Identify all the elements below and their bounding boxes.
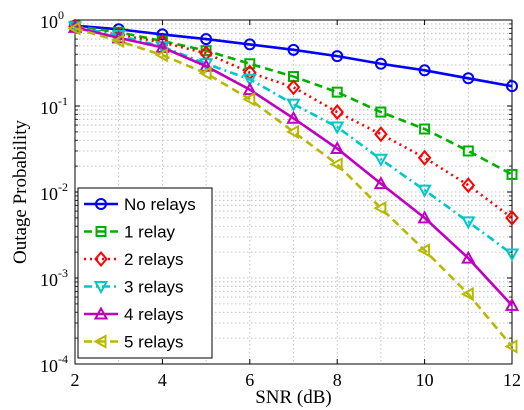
x-tick-label: 10 [416,370,434,390]
legend-marker [93,306,109,320]
legend: No relays 1 relay 2 relays 3 relays 4 relays… [77,187,213,359]
x-tick-label: 12 [503,370,521,390]
data-point [374,57,387,70]
y-tick-exponent: -1 [58,94,68,108]
y-tick-exponent: 0 [58,8,64,22]
data-point [506,168,518,180]
data-point [242,91,256,107]
data-point [504,248,520,262]
y-tick-base: 10 [40,98,58,118]
data-point [285,124,299,140]
data-point [154,47,168,63]
legend-item: 4 relays [84,305,184,324]
data-point [373,176,389,190]
legend-label: 2 relays [124,250,184,269]
y-tick-exponent: -2 [58,180,68,194]
data-point [417,210,432,224]
x-tick-label: 8 [333,370,342,390]
legend-marker [94,250,108,268]
y-tick-label: 10 -1 [40,94,68,118]
data-point [330,104,345,121]
data-point [461,250,476,264]
data-point [373,200,387,216]
series-line [74,26,513,307]
data-point [330,140,345,155]
data-point [286,79,301,96]
data-point [460,286,474,302]
data-point [504,297,520,311]
legend-marker [93,281,109,295]
legend-item: No relays [84,195,196,214]
y-tick-label: 10 -3 [40,266,68,290]
x-tick-label: 4 [158,370,167,390]
legend-item: 1 relay [84,223,176,242]
y-tick-label: 10 0 [40,8,64,32]
data-point [417,149,432,166]
data-point [156,28,169,41]
data-point [329,157,343,172]
y-axis-label: Outage Probability [10,119,31,264]
data-point [243,38,256,51]
series-layer [67,18,520,354]
y-tick-label: 10 -2 [40,180,68,204]
data-point [418,64,431,77]
data-point [461,177,476,194]
data-point [331,86,343,98]
x-axis-label: SNR (dB) [255,387,332,408]
y-tick-label: 10 -4 [40,352,68,376]
data-point [375,106,387,118]
legend-item: 3 relays [84,278,184,297]
data-point [67,21,81,36]
y-tick-exponent: -4 [58,352,68,366]
y-tick-base: 10 [40,356,58,376]
y-tick-base: 10 [40,270,58,290]
data-point [461,216,476,230]
series-line [74,24,513,88]
data-point [200,33,213,46]
data-point [287,43,300,56]
data-point [242,73,257,87]
data-point [198,66,212,81]
legend-item: 2 relays [84,250,184,269]
data-point [506,80,518,93]
data-point [242,82,257,96]
legend-label: 4 relays [124,305,184,324]
x-tick-label: 6 [245,370,254,390]
data-point [111,33,125,49]
data-point [286,110,301,124]
data-point [462,72,475,85]
legend-marker [93,334,107,349]
series-5 [67,21,518,354]
data-point [244,58,256,70]
legend-item: 5 relays [84,333,184,352]
series-0 [69,19,518,93]
series-line [74,24,513,176]
y-tick-base: 10 [40,184,58,204]
data-point [419,123,431,135]
legend-box [77,187,213,359]
legend-marker [95,226,107,237]
data-point [330,121,345,135]
data-point [417,184,432,198]
legend-label: No relays [124,195,196,214]
data-point [373,153,389,167]
y-tick-exponent: -3 [58,266,68,280]
data-point [504,339,518,354]
legend-label: 3 relays [124,278,184,297]
legend-label: 1 relay [124,223,176,242]
data-point [286,98,301,112]
data-point [374,126,388,143]
legend-label: 5 relays [124,333,184,352]
data-point [505,209,519,226]
y-tick-base: 10 [40,12,58,32]
legend-marker [95,198,107,210]
data-point [417,243,431,258]
data-point [462,145,474,157]
data-point [331,50,344,63]
data-point [155,34,170,51]
x-tick-label: 2 [71,370,80,390]
